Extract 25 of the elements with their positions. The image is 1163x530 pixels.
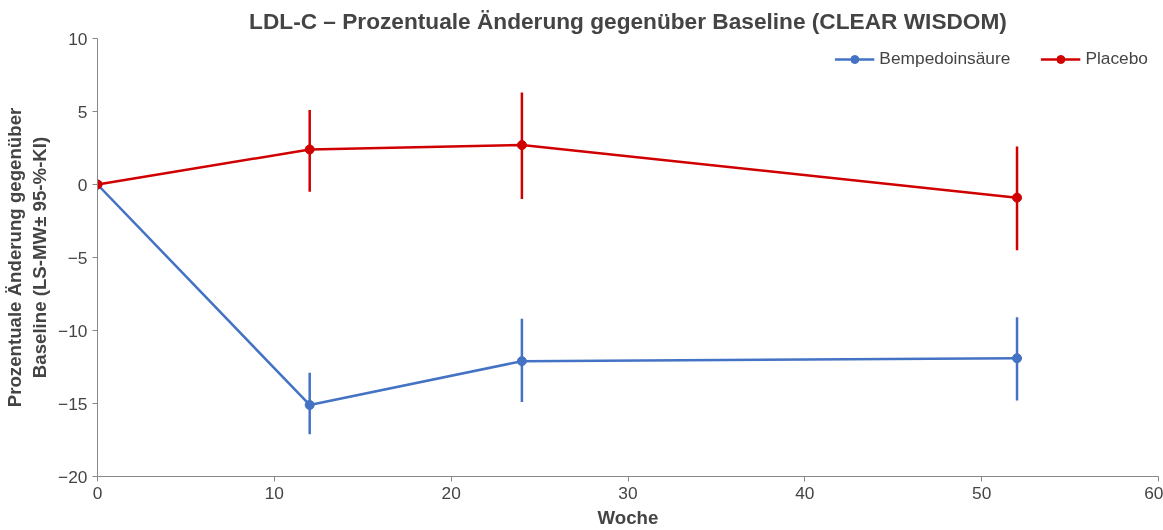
legend-label: Bempedoinsäure <box>879 48 1011 69</box>
x-tick-label: 50 <box>972 482 992 503</box>
point <box>304 399 315 410</box>
y-tick-label: −20 <box>58 466 88 487</box>
x-tick-label: 30 <box>618 482 638 503</box>
x-tick-label: 60 <box>1144 482 1163 503</box>
y-tick-label: −10 <box>58 320 88 341</box>
x-tick-label: 0 <box>92 482 103 503</box>
point <box>304 144 315 155</box>
x-axis-title: Woche <box>597 506 659 528</box>
y-tick-label: 10 <box>68 28 88 49</box>
point <box>1012 353 1023 364</box>
legend-label: Placebo <box>1085 48 1148 69</box>
y-tick-label: 0 <box>77 174 88 195</box>
chart-title: LDL-C – Prozentuale Änderung gegenüber Baseline (CLEAR WISDOM) <box>249 7 1007 34</box>
x-tick-label: 10 <box>264 482 284 503</box>
y-tick-label: 5 <box>77 101 88 122</box>
x-tick-label: 20 <box>441 482 461 503</box>
point <box>516 356 527 367</box>
point <box>1012 192 1023 203</box>
y-tick-label: −15 <box>58 393 88 414</box>
y-tick-label: −5 <box>67 247 88 268</box>
x-tick-label: 40 <box>795 482 815 503</box>
point <box>516 140 527 151</box>
y-axis-title: Prozentuale Änderung gegenüber Baseline (LS-MW± 95-%-KI) <box>3 107 51 408</box>
